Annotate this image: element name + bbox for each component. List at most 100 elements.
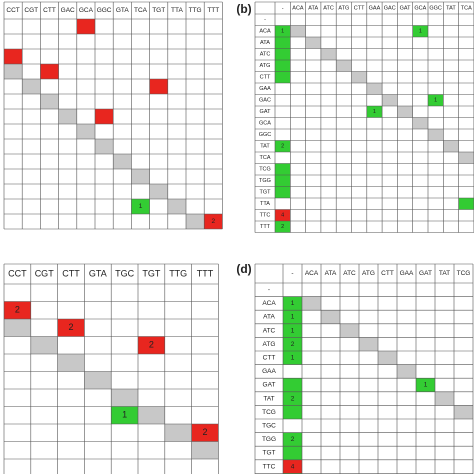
cell-value: 1 — [281, 29, 284, 35]
row-header: GAA — [259, 86, 271, 92]
highlight-cell — [283, 391, 302, 406]
row-header: TCG — [259, 167, 271, 173]
column-header: GGC — [97, 7, 112, 14]
cell-value: 2 — [281, 224, 284, 230]
highlight-cell — [275, 209, 291, 221]
diagonal-cell — [443, 140, 459, 152]
row-header: ATC — [260, 52, 271, 58]
diagonal-cell — [290, 25, 306, 37]
column-header: TGT — [142, 268, 160, 278]
column-header: - — [291, 270, 293, 277]
diagonal-cell — [84, 371, 112, 389]
highlight-cell — [283, 378, 302, 392]
row-header: TCA — [260, 155, 271, 161]
column-header: TCG — [457, 270, 471, 277]
column-header: GAC — [384, 5, 396, 11]
column-header: TTG — [189, 7, 202, 14]
column-header: CCT — [8, 268, 27, 278]
row-header: TGG — [262, 436, 276, 443]
row-header: TTA — [260, 201, 270, 207]
highlight-cell — [283, 459, 302, 474]
column-header: TCA — [134, 7, 148, 14]
column-header: ATA — [308, 5, 318, 11]
cell-value: 2 — [291, 395, 295, 402]
cell-value: 2 — [291, 436, 295, 443]
row-header: TCG — [262, 409, 276, 416]
row-header: TTT — [260, 224, 271, 230]
cell-value: 2 — [15, 305, 20, 315]
column-header: GCA — [414, 5, 426, 11]
column-header: TAT — [446, 5, 456, 11]
highlight-cell — [428, 94, 444, 106]
panel-label: (d) — [236, 262, 251, 276]
column-header: GAA — [400, 270, 414, 277]
cell-value: 2 — [202, 427, 207, 437]
row-header: ACA — [259, 29, 271, 35]
column-header: CTT — [354, 5, 365, 11]
diagonal-cell — [397, 364, 416, 379]
row-header: - — [268, 287, 270, 294]
diagonal-cell — [113, 154, 132, 169]
diagonal-cell — [340, 323, 359, 338]
highlight-cell — [149, 79, 168, 94]
diagonal-cell — [366, 83, 383, 95]
diagonal-cell — [57, 354, 85, 372]
diagonal-cell — [4, 319, 31, 337]
diagonal-cell — [22, 79, 41, 94]
diagonal-cell — [305, 37, 321, 49]
cell-value: 2 — [149, 340, 154, 350]
column-header: ATA — [325, 270, 337, 277]
highlight-cell — [76, 19, 95, 34]
column-header: TGT — [152, 7, 165, 14]
highlight-cell — [283, 310, 302, 324]
diagonal-cell — [191, 441, 219, 459]
highlight-cell — [275, 186, 291, 198]
highlight-cell — [4, 49, 23, 64]
highlight-cell — [275, 175, 291, 187]
column-header: TGC — [115, 268, 134, 278]
cell-value: 1 — [291, 327, 295, 334]
column-header: ATG — [338, 5, 349, 11]
column-header: TTT — [207, 7, 219, 14]
column-header: TCA — [461, 5, 472, 11]
column-header: ACA — [305, 270, 319, 277]
diagonal-cell — [164, 424, 192, 442]
column-header: TTA — [171, 7, 183, 14]
column-header: CTT — [62, 268, 80, 278]
highlight-cell — [275, 221, 291, 233]
column-header: - — [282, 5, 284, 11]
highlight-cell — [57, 319, 85, 337]
highlight-cell — [283, 323, 302, 338]
highlight-cell — [95, 109, 114, 124]
diagonal-cell — [351, 71, 367, 83]
row-header: GAT — [263, 382, 276, 389]
column-header: ATG — [362, 270, 375, 277]
diagonal-cell — [382, 94, 398, 106]
cell-value: 4 — [291, 463, 295, 470]
column-header: CTT — [43, 7, 56, 14]
diagonal-cell — [149, 184, 168, 199]
highlight-cell — [4, 301, 31, 319]
diagonal-cell — [186, 214, 205, 229]
diagonal-cell — [336, 60, 352, 72]
row-header: GCA — [259, 121, 271, 127]
highlight-cell — [366, 106, 383, 118]
row-header: TGG — [259, 178, 271, 184]
row-header: ATA — [263, 314, 275, 321]
highlight-cell — [283, 432, 302, 447]
row-header: GGC — [259, 132, 272, 138]
column-header: TTG — [169, 268, 187, 278]
highlight-cell — [40, 64, 59, 79]
row-header: CTT — [263, 355, 276, 362]
diagonal-cell — [428, 129, 444, 141]
diagonal-cell — [111, 389, 138, 407]
cell-value: 2 — [211, 218, 215, 225]
diagonal-cell — [321, 310, 340, 324]
diagonal-cell — [76, 124, 95, 139]
highlight-cell — [275, 60, 291, 72]
column-header: ATC — [343, 270, 356, 277]
highlight-cell — [412, 25, 428, 37]
cell-value: 1 — [373, 109, 376, 115]
diagonal-cell — [95, 139, 114, 154]
